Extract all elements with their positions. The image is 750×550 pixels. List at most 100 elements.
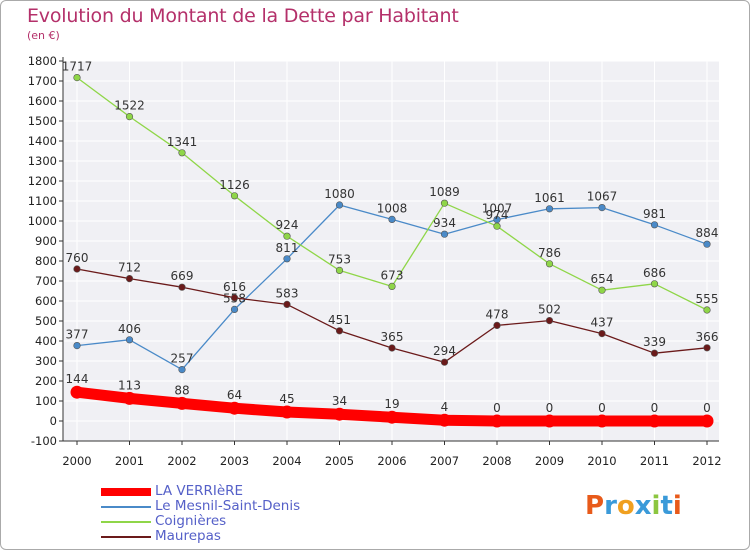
data-point bbox=[598, 330, 606, 338]
data-label: 811 bbox=[276, 241, 299, 255]
data-label: 673 bbox=[381, 268, 404, 282]
data-point bbox=[440, 358, 449, 366]
data-label: 753 bbox=[328, 252, 351, 266]
data-point bbox=[545, 260, 554, 268]
data-point bbox=[283, 300, 291, 309]
data-point bbox=[335, 201, 344, 209]
data-label: 451 bbox=[328, 313, 351, 327]
data-point bbox=[123, 391, 136, 405]
data-point bbox=[493, 321, 501, 330]
data-label: 19 bbox=[384, 397, 399, 411]
y-tick-label: 700 bbox=[35, 274, 57, 288]
data-point bbox=[438, 413, 451, 427]
data-point bbox=[493, 222, 501, 230]
y-tick-label: 900 bbox=[35, 234, 57, 248]
data-point bbox=[333, 407, 346, 421]
logo-letter: x bbox=[634, 491, 652, 521]
y-tick-label: 1600 bbox=[28, 94, 57, 108]
data-point bbox=[73, 265, 81, 273]
data-point bbox=[650, 280, 659, 288]
data-point bbox=[73, 73, 81, 82]
data-point bbox=[595, 414, 609, 428]
legend-swatch bbox=[101, 536, 151, 538]
data-point bbox=[335, 266, 344, 275]
data-label: 144 bbox=[66, 372, 89, 386]
data-point bbox=[178, 149, 186, 157]
x-tick-label: 2004 bbox=[272, 454, 301, 468]
data-point bbox=[228, 401, 241, 415]
data-label: 583 bbox=[276, 286, 299, 300]
data-point bbox=[283, 255, 291, 263]
data-point bbox=[230, 305, 239, 314]
data-label: 1008 bbox=[377, 201, 408, 215]
x-tick-label: 2006 bbox=[377, 454, 406, 468]
data-label: 0 bbox=[546, 401, 554, 415]
y-tick-label: 1700 bbox=[28, 74, 57, 88]
data-label: 113 bbox=[118, 378, 141, 392]
data-label: 64 bbox=[227, 388, 242, 402]
chart-subtitle: (en €) bbox=[27, 29, 60, 42]
x-tick-label: 2011 bbox=[640, 454, 669, 468]
data-label: 1126 bbox=[219, 178, 250, 192]
data-point bbox=[648, 414, 661, 428]
data-point bbox=[650, 349, 659, 357]
data-label: 616 bbox=[223, 280, 246, 294]
data-point bbox=[125, 275, 134, 283]
y-tick-label: 200 bbox=[35, 374, 57, 388]
logo-letter: i bbox=[651, 491, 661, 521]
data-point bbox=[440, 230, 449, 238]
y-tick-label: -100 bbox=[31, 434, 57, 448]
x-tick-label: 2003 bbox=[220, 454, 249, 468]
data-label: 924 bbox=[276, 218, 299, 232]
y-tick-label: 300 bbox=[35, 354, 57, 368]
data-point bbox=[543, 414, 556, 428]
data-label: 786 bbox=[538, 246, 561, 260]
data-point bbox=[700, 414, 714, 428]
data-label: 257 bbox=[171, 352, 194, 366]
data-label: 377 bbox=[66, 328, 89, 342]
data-point bbox=[230, 192, 239, 200]
data-label: 406 bbox=[118, 322, 141, 336]
y-tick-label: 1800 bbox=[28, 54, 57, 68]
x-tick-label: 2008 bbox=[482, 454, 511, 468]
logo-letter: r bbox=[604, 491, 617, 521]
data-point bbox=[73, 342, 81, 350]
logo-letter: i bbox=[672, 491, 682, 521]
x-tick-label: 2007 bbox=[430, 454, 459, 468]
data-point bbox=[388, 282, 396, 291]
x-tick-label: 2002 bbox=[167, 454, 196, 468]
data-point bbox=[598, 286, 606, 294]
y-tick-label: 500 bbox=[35, 314, 57, 328]
y-tick-label: 1100 bbox=[28, 194, 57, 208]
data-point bbox=[545, 205, 554, 213]
data-label: 1067 bbox=[587, 190, 618, 204]
data-point bbox=[230, 294, 239, 302]
data-label: 1080 bbox=[324, 187, 355, 201]
data-point bbox=[703, 344, 711, 352]
data-label: 0 bbox=[651, 401, 659, 415]
data-label: 478 bbox=[486, 307, 509, 321]
plot-area bbox=[63, 61, 719, 441]
data-label: 366 bbox=[696, 330, 719, 344]
data-point bbox=[598, 204, 606, 212]
data-label: 654 bbox=[591, 272, 614, 286]
data-label: 1341 bbox=[167, 135, 198, 149]
data-label: 0 bbox=[493, 401, 501, 415]
data-point bbox=[178, 366, 186, 374]
data-point bbox=[125, 112, 134, 121]
data-label: 669 bbox=[171, 269, 194, 283]
logo-letter: P bbox=[585, 491, 605, 521]
data-point bbox=[703, 306, 711, 314]
data-point bbox=[703, 240, 711, 248]
data-label: 555 bbox=[696, 292, 719, 306]
data-label: 45 bbox=[279, 392, 294, 406]
legend-swatch bbox=[101, 521, 151, 523]
data-label: 0 bbox=[598, 401, 606, 415]
legend-swatch bbox=[101, 488, 151, 496]
legend-label: Coignières bbox=[155, 513, 227, 529]
data-point bbox=[70, 385, 84, 399]
x-tick-label: 2005 bbox=[325, 454, 354, 468]
data-label: 884 bbox=[696, 226, 719, 240]
data-point bbox=[545, 317, 554, 325]
